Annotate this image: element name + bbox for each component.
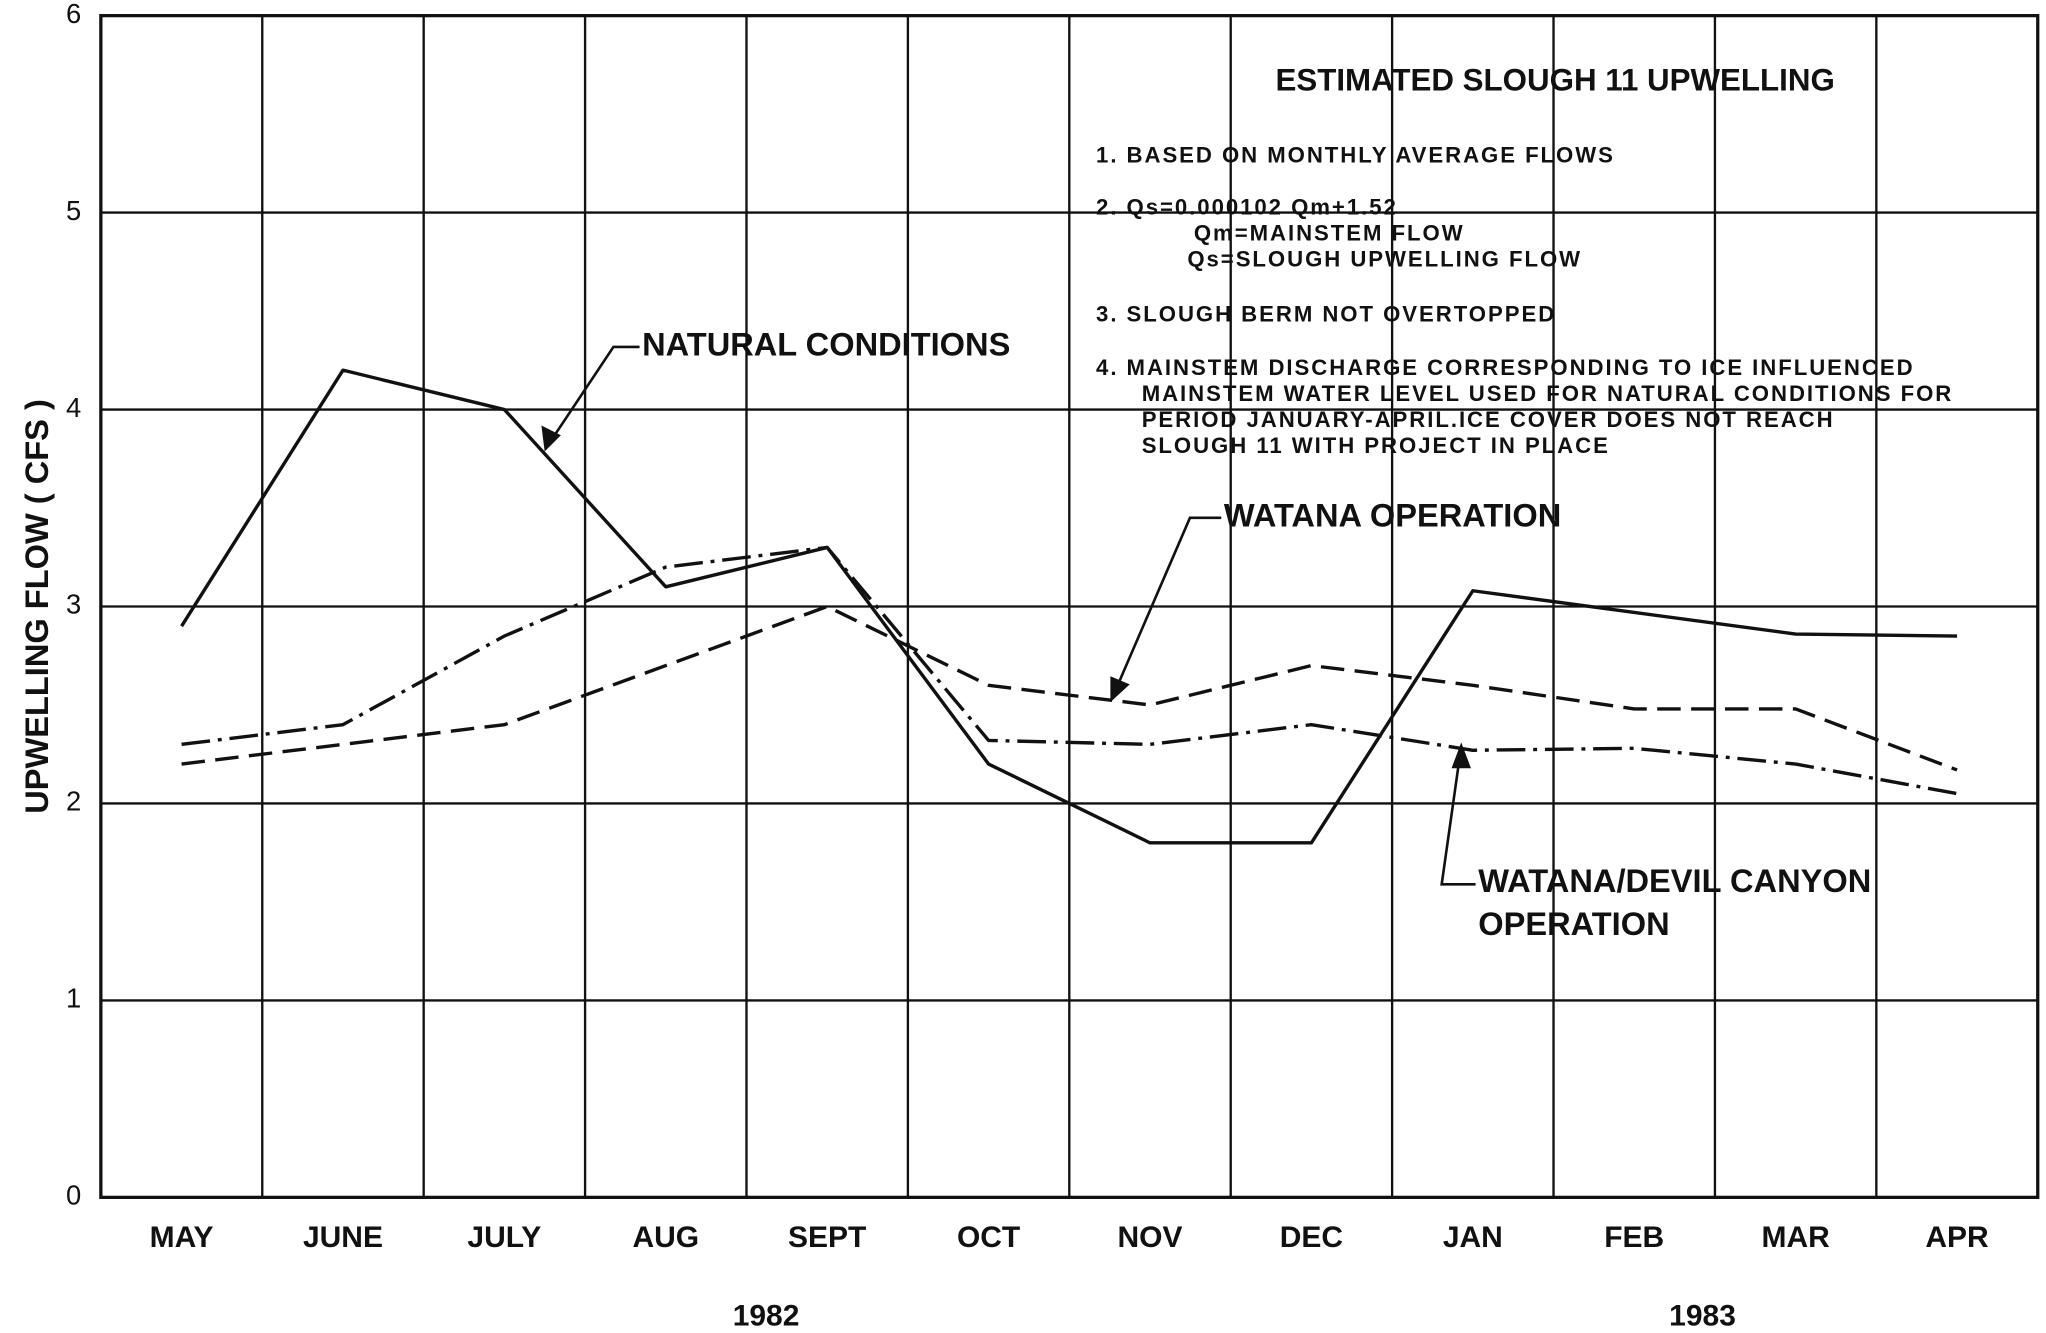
x-tick-label: SEPT	[788, 1221, 866, 1254]
x-tick-label: JULY	[467, 1221, 541, 1254]
series-label: WATANA/DEVIL CANYON OPERATION	[1478, 863, 1872, 944]
x-tick-label: JAN	[1443, 1221, 1503, 1254]
series-label-box: WATANA/DEVIL CANYON OPERATION	[1478, 863, 1872, 944]
series-label: WATANA OPERATION	[1224, 496, 1561, 533]
chart-title: ESTIMATED SLOUGH 11 UPWELLING	[1275, 62, 1834, 97]
series-label: NATURAL CONDITIONS	[642, 326, 1010, 363]
x-tick-label: JUNE	[303, 1221, 383, 1254]
note-line: MAINSTEM WATER LEVEL USED FOR NATURAL CO…	[1142, 381, 1954, 406]
y-axis-label: UPWELLING FLOW ( CFS )	[18, 399, 55, 814]
y-tick-label: 3	[66, 589, 81, 620]
arrow-devil	[1440, 745, 1476, 886]
note-line: 2. Qs=0.000102 Qm+1.52	[1096, 195, 1398, 220]
arrow-head	[1451, 742, 1471, 769]
note-line: SLOUGH 11 WITH PROJECT IN PLACE	[1142, 433, 1610, 458]
y-tick-label: 4	[66, 392, 81, 423]
note-line: 3. SLOUGH BERM NOT OVERTOPPED	[1096, 302, 1556, 327]
x-tick-label: APR	[1925, 1221, 1989, 1254]
x-tick-label: DEC	[1280, 1221, 1343, 1254]
x-tick-label: MAR	[1761, 1221, 1830, 1254]
y-tick-label: 2	[66, 786, 81, 817]
x-tick-label: NOV	[1118, 1221, 1183, 1254]
x-tick-label: FEB	[1604, 1221, 1664, 1254]
note-line: PERIOD JANUARY-APRIL.ICE COVER DOES NOT …	[1142, 407, 1835, 432]
note-line: 4. MAINSTEM DISCHARGE CORRESPONDING TO I…	[1096, 355, 1915, 380]
x-tick-label: AUG	[632, 1221, 699, 1254]
year-label: 1982	[733, 1299, 800, 1332]
series-line	[180, 368, 1958, 845]
series-line	[181, 604, 1958, 772]
note-line: 1. BASED ON MONTHLY AVERAGE FLOWS	[1096, 142, 1615, 167]
y-tick-label: 6	[66, 0, 81, 29]
arrow-head	[541, 425, 561, 452]
x-tick-label: OCT	[957, 1221, 1020, 1254]
y-tick-label: 0	[66, 1180, 81, 1211]
note-line: Qs=SLOUGH UPWELLING FLOW	[1187, 247, 1582, 272]
y-tick-label: 1	[66, 983, 81, 1014]
year-label: 1983	[1669, 1299, 1736, 1332]
x-tick-label: MAY	[150, 1221, 214, 1254]
y-tick-label: 5	[66, 195, 81, 226]
arrow-natural	[544, 345, 640, 450]
note-line: Qm=MAINSTEM FLOW	[1194, 221, 1465, 246]
arrow-head	[1110, 676, 1130, 703]
arrows	[541, 345, 1476, 886]
arrow-watana	[1110, 516, 1222, 700]
series-line	[181, 545, 1958, 796]
